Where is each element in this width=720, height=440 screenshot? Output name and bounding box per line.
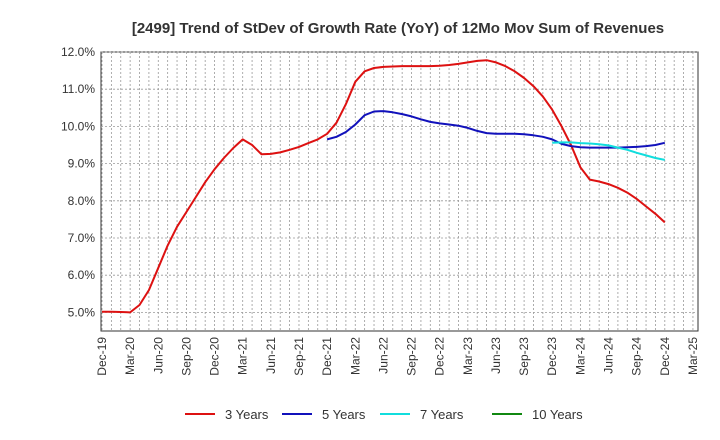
legend-label: 3 Years xyxy=(225,407,269,422)
series-line-7-years xyxy=(552,141,665,161)
y-axis-ticks: 5.0% 6.0% 7.0% 8.0% 9.0% 10.0% 11.0% 12.0% xyxy=(61,45,95,319)
x-tick-label: Sep-21 xyxy=(292,337,306,376)
grid xyxy=(101,51,698,331)
x-tick-label: Jun-21 xyxy=(264,337,278,374)
x-tick-label: Jun-20 xyxy=(151,337,165,374)
x-tick-label: Sep-23 xyxy=(517,337,531,376)
y-tick-label: 7.0% xyxy=(68,231,96,245)
y-tick-label: 12.0% xyxy=(61,45,95,59)
x-tick-label: Dec-20 xyxy=(208,337,222,376)
x-tick-label: Sep-22 xyxy=(405,337,419,376)
legend-label: 5 Years xyxy=(322,407,366,422)
x-tick-label: Dec-21 xyxy=(320,337,334,376)
y-tick-label: 6.0% xyxy=(68,268,96,282)
x-tick-label: Dec-24 xyxy=(658,337,672,376)
y-tick-label: 5.0% xyxy=(68,305,96,319)
x-tick-label: Mar-20 xyxy=(123,337,137,375)
x-tick-label: Dec-23 xyxy=(545,337,559,376)
legend-label: 10 Years xyxy=(532,407,583,422)
series-line-3-years xyxy=(102,59,666,314)
y-tick-label: 10.0% xyxy=(61,119,95,133)
chart-title: [2499] Trend of StDev of Growth Rate (Yo… xyxy=(132,20,664,37)
series-line-5-years xyxy=(326,110,666,149)
x-tick-label: Sep-20 xyxy=(179,337,193,376)
x-axis-ticks: Dec-19 Mar-20 Jun-20 Sep-20 Dec-20 Mar-21 Jun-… xyxy=(95,337,700,376)
x-tick-label: Mar-22 xyxy=(348,337,362,375)
y-tick-label: 9.0% xyxy=(68,157,96,171)
x-tick-label: Mar-24 xyxy=(573,337,587,375)
legend-label: 7 Years xyxy=(420,407,464,422)
x-tick-label: Mar-23 xyxy=(461,337,475,375)
x-tick-label: Mar-25 xyxy=(686,337,700,375)
x-tick-label: Dec-19 xyxy=(95,337,109,376)
x-tick-label: Jun-23 xyxy=(489,337,503,374)
x-tick-label: Dec-22 xyxy=(433,337,447,376)
x-tick-label: Mar-21 xyxy=(236,337,250,375)
y-tick-label: 8.0% xyxy=(68,194,96,208)
x-tick-label: Jun-22 xyxy=(376,337,390,374)
x-tick-label: Sep-24 xyxy=(630,337,644,376)
y-tick-label: 11.0% xyxy=(62,82,95,96)
series-layer xyxy=(102,59,666,314)
legend: 3 Years 5 Years 7 Years 10 Years xyxy=(185,407,583,422)
x-tick-label: Jun-24 xyxy=(602,337,616,374)
